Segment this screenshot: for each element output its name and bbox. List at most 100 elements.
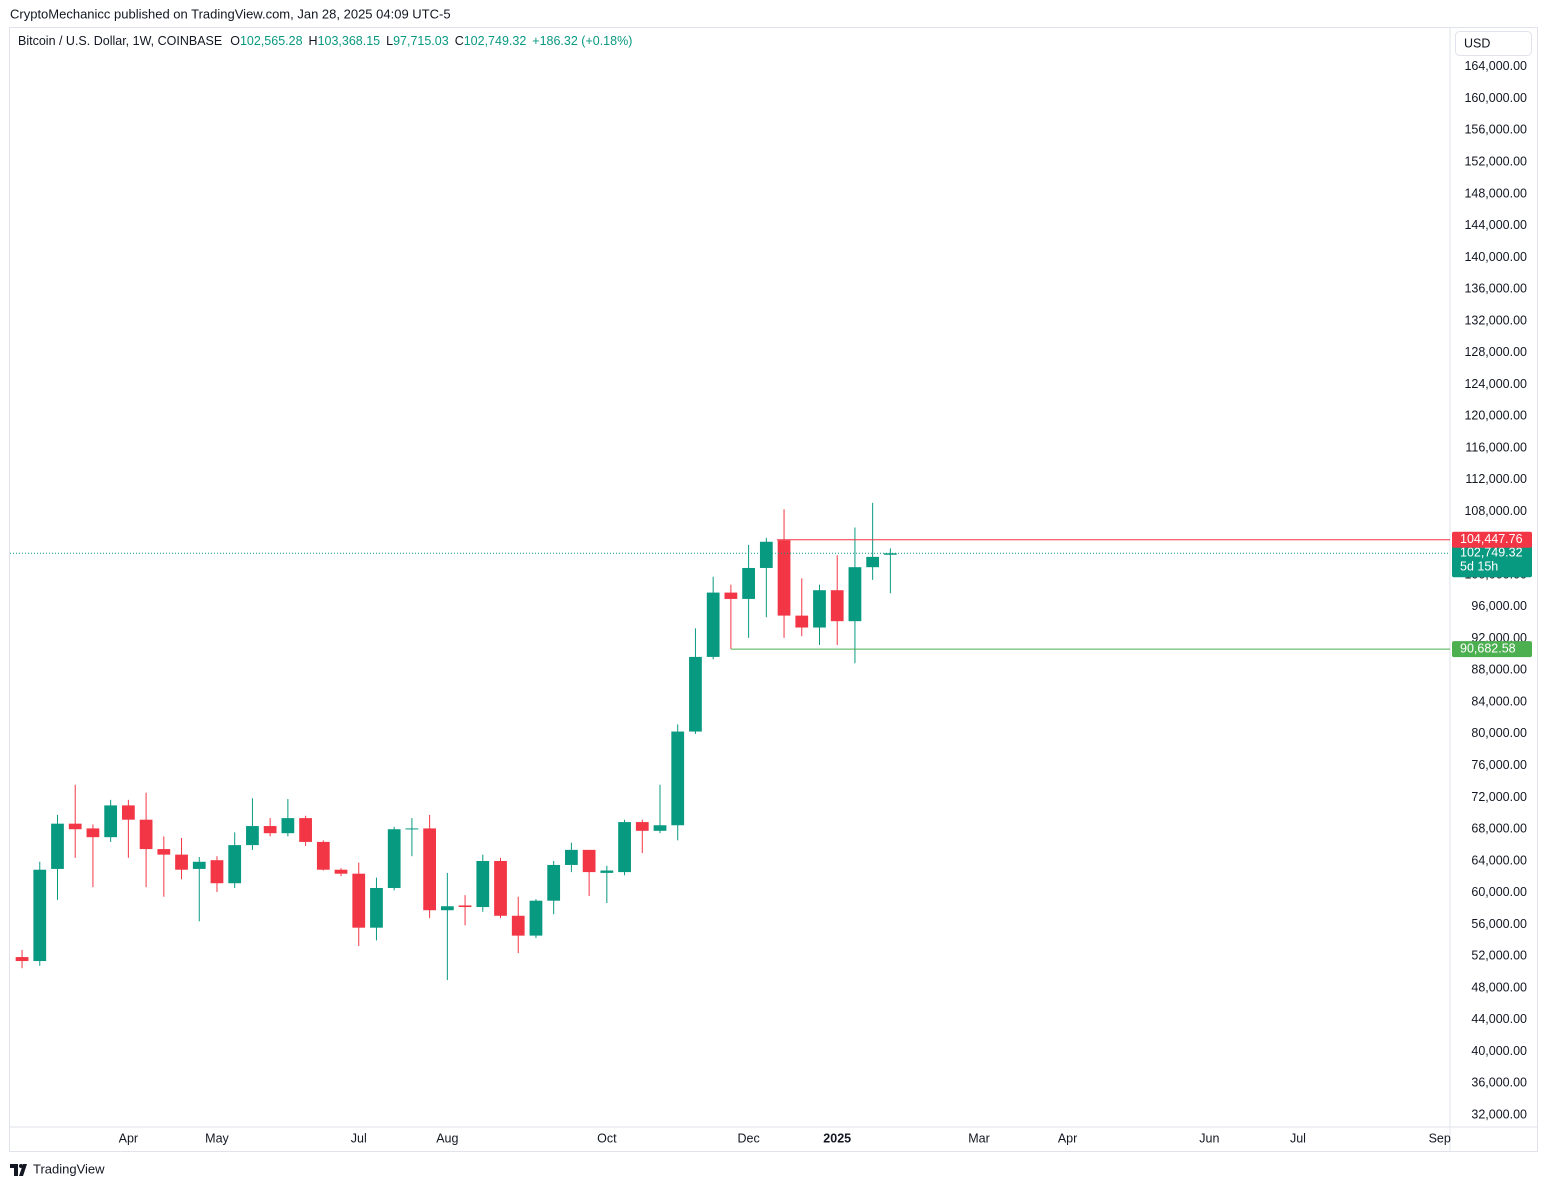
candle-body (883, 553, 897, 555)
y-tick-label: 120,000.00 (1464, 409, 1527, 423)
candle-body (210, 860, 224, 884)
candle-body (476, 860, 490, 908)
candle-body (86, 828, 100, 838)
y-tick-label: 124,000.00 (1464, 377, 1527, 391)
y-tick-label: 56,000.00 (1471, 917, 1527, 931)
x-tick-label: Sep (1429, 1131, 1451, 1145)
ohlc-key: L (386, 34, 394, 48)
candle-body (246, 826, 259, 846)
level-price-box (1452, 531, 1532, 548)
ohlc-key: O (230, 34, 240, 48)
last-price-label: 102,749.32 (1460, 546, 1523, 560)
y-tick-label: 44,000.00 (1471, 1012, 1527, 1026)
x-tick-label: Dec (737, 1131, 759, 1145)
candle-body (51, 823, 64, 869)
candle-body (263, 826, 277, 834)
y-tick-label: 152,000.00 (1464, 154, 1527, 168)
candle-body (635, 822, 649, 831)
candle-body (405, 828, 419, 830)
candle-body (511, 915, 525, 936)
y-tick-label: 40,000.00 (1471, 1044, 1527, 1058)
candle-body (228, 845, 242, 884)
candle-body (547, 864, 561, 901)
symbol-legend: Bitcoin / U.S. Dollar, 1W, COINBASE O 102… (18, 34, 632, 48)
y-tick-label: 112,000.00 (1465, 472, 1527, 486)
ohlc-value: 97,715.03 (393, 34, 449, 48)
x-tick-label: Jul (1290, 1131, 1306, 1145)
candle-body (281, 818, 295, 834)
candle-body (848, 567, 862, 622)
candle-body (600, 870, 614, 873)
candle-body (582, 849, 596, 873)
candle-body (689, 656, 702, 732)
y-tick-label: 64,000.00 (1471, 853, 1527, 867)
candle-body (742, 567, 755, 599)
candle-body (370, 887, 383, 928)
candle-body (706, 592, 720, 657)
candle-body (175, 854, 188, 870)
candle-body (458, 905, 472, 908)
candle-body (830, 590, 844, 622)
ohlc-key: H (308, 34, 318, 48)
x-tick-label: May (205, 1131, 229, 1145)
y-tick-label: 108,000.00 (1464, 504, 1527, 518)
candle-body (68, 823, 82, 830)
y-tick-label: 60,000.00 (1471, 885, 1527, 899)
candle-body (121, 805, 135, 820)
candle-body (618, 822, 631, 873)
currency-label[interactable]: USD (1464, 36, 1490, 50)
y-tick-label: 48,000.00 (1471, 980, 1527, 994)
candle-body (795, 615, 809, 628)
y-tick-label: 68,000.00 (1471, 822, 1527, 836)
x-tick-label: Jun (1199, 1131, 1219, 1145)
y-tick-label: 144,000.00 (1464, 218, 1527, 232)
x-tick-label: Aug (436, 1131, 458, 1145)
y-tick-label: 88,000.00 (1471, 663, 1527, 677)
candle-body (157, 849, 171, 855)
brand-name: TradingView (33, 1161, 105, 1176)
y-tick-label: 96,000.00 (1471, 599, 1527, 613)
candle-body (529, 900, 543, 936)
y-tick-label: 136,000.00 (1464, 282, 1527, 296)
candle-body (299, 818, 312, 842)
countdown-label: 5d 15h (1460, 560, 1498, 574)
candle-body (192, 861, 206, 869)
candle-body (33, 869, 47, 962)
candle-body (565, 849, 578, 865)
candle-body (15, 957, 29, 962)
y-tick-label: 72,000.00 (1471, 790, 1527, 804)
y-tick-label: 160,000.00 (1464, 91, 1527, 105)
ohlc-value: 102,565.28 (239, 34, 303, 48)
candle-body (139, 819, 153, 850)
candle-body (440, 906, 454, 911)
y-tick-label: 156,000.00 (1464, 123, 1527, 137)
candle-body (494, 860, 507, 916)
x-tick-label: Jul (351, 1131, 367, 1145)
y-tick-label: 80,000.00 (1471, 726, 1527, 740)
frame (9, 27, 1538, 1152)
candle-body (352, 873, 366, 928)
y-tick-label: 164,000.00 (1464, 59, 1527, 73)
y-tick-label: 132,000.00 (1464, 313, 1527, 327)
candle-body (334, 869, 348, 874)
last-price-box (1452, 545, 1532, 578)
candle-body (759, 541, 773, 568)
change: +186.32 (+0.18%) (532, 34, 633, 48)
level-price-label: 104,447.76 (1460, 532, 1523, 546)
y-tick-label: 36,000.00 (1471, 1076, 1527, 1090)
y-tick-label: 84,000.00 (1471, 694, 1527, 708)
candle-body (104, 805, 118, 838)
ohlc-value: 102,749.32 (463, 34, 527, 48)
x-tick-label: Oct (597, 1131, 617, 1145)
y-tick-label: 32,000.00 (1471, 1107, 1527, 1121)
x-tick-label: Mar (968, 1131, 990, 1145)
candle-body (813, 590, 826, 628)
y-tick-label: 116,000.00 (1465, 440, 1527, 454)
brand-logo (10, 1164, 27, 1176)
published-note: CryptoMechanicc published on TradingView… (10, 6, 451, 21)
candle-body (653, 825, 667, 831)
currency-button[interactable] (1455, 31, 1532, 56)
y-tick-label: 128,000.00 (1464, 345, 1527, 359)
